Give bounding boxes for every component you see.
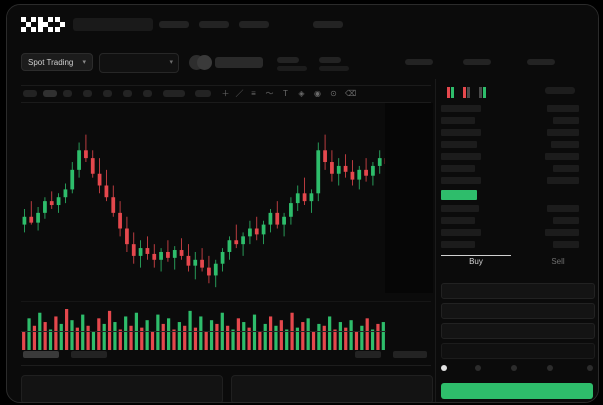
slider-dot-0[interactable]: [441, 365, 447, 371]
nav-item-4[interactable]: [313, 21, 343, 28]
slider-dot-2[interactable]: [511, 365, 517, 371]
order-book-ask-row[interactable]: [441, 177, 481, 184]
order-book-ask-row[interactable]: [441, 117, 475, 124]
order-book-ask-row[interactable]: [441, 129, 481, 136]
stat-item-1: [277, 57, 299, 63]
asks-view-icon[interactable]: [463, 85, 471, 98]
tab-buy[interactable]: Buy: [469, 257, 483, 266]
stat-item-2: [319, 57, 341, 63]
bottom-tabs-divider: [21, 365, 431, 366]
order-type-select[interactable]: [441, 283, 595, 299]
stat-item-2-value: [319, 66, 349, 71]
chevron-down-icon: ▾: [169, 59, 173, 66]
slider-dot-4[interactable]: [587, 365, 593, 371]
pair-selector[interactable]: ▾: [99, 53, 179, 73]
order-book-ask-row[interactable]: [441, 141, 477, 148]
order-book-ask-qty: [545, 153, 579, 160]
chart-toolbar[interactable]: ＋ ／ ≡ 〜 T ◈ ◉ ⊙ ⌫: [21, 85, 431, 103]
lock-icon[interactable]: ⊙: [330, 89, 337, 98]
order-book-bid-row[interactable]: [441, 205, 479, 212]
interval-1m[interactable]: [23, 90, 37, 97]
amount-input[interactable]: [441, 323, 595, 339]
stat-item-3: [405, 59, 433, 65]
order-book-ask-row[interactable]: [441, 153, 481, 160]
order-book-header[interactable]: [441, 85, 581, 99]
order-book-ask-qty: [547, 129, 579, 136]
tab-sell[interactable]: Sell: [551, 257, 565, 266]
order-book-ask-qty: [553, 117, 579, 124]
trendline-icon[interactable]: ／: [235, 89, 244, 98]
order-book-bid-row[interactable]: [441, 217, 475, 224]
crosshair-icon[interactable]: ＋: [221, 89, 230, 98]
submit-buy-button[interactable]: [441, 383, 593, 399]
fib-icon[interactable]: ≡: [251, 89, 256, 98]
volume-chart: [21, 305, 386, 350]
order-book-ask-qty: [553, 165, 579, 172]
candlestick-chart[interactable]: [21, 103, 431, 303]
bids-view-icon[interactable]: [479, 85, 487, 98]
indicator-button[interactable]: [163, 90, 185, 97]
stat-item-1-value: [277, 66, 307, 71]
coin-icon-secondary: [197, 55, 212, 70]
bottom-card-left[interactable]: [21, 375, 223, 402]
order-book-bid-qty: [545, 229, 579, 236]
top-bar: [7, 5, 598, 43]
order-book-bid-row[interactable]: [441, 241, 475, 248]
order-book-ask-qty: [547, 177, 579, 184]
okx-logo-icon[interactable]: [21, 17, 65, 32]
interval-1d[interactable]: [123, 90, 132, 97]
app-window: ▾ Spot Trading ▾ ＋ ／ ≡ 〜 T ◈ ◉ ⊙ ⌫: [6, 4, 599, 403]
stat-item-4: [463, 59, 491, 65]
chart-divider: [21, 301, 431, 302]
brush-icon[interactable]: 〜: [265, 89, 274, 98]
order-book-bid-row[interactable]: [441, 229, 481, 236]
interval-4h[interactable]: [103, 90, 112, 97]
bottom-tab-right-2[interactable]: [393, 351, 427, 358]
interval-5m[interactable]: [43, 90, 57, 97]
order-book-ask-row[interactable]: [441, 165, 475, 172]
pair-name-label: [215, 57, 263, 68]
search-input[interactable]: [73, 18, 153, 31]
spot-trading-label: Spot Trading: [28, 58, 74, 67]
nav-item-3[interactable]: [239, 21, 269, 28]
bottom-tab-right-1[interactable]: [355, 351, 381, 358]
order-book-bid-qty: [553, 217, 579, 224]
interval-1h[interactable]: [83, 90, 92, 97]
sub-bar: [7, 43, 598, 79]
chevron-down-icon: ▾: [82, 59, 86, 66]
interval-more[interactable]: [143, 90, 152, 97]
stat-item-5: [527, 59, 555, 65]
chart-type-button[interactable]: [195, 90, 211, 97]
order-book-bid-qty: [553, 241, 579, 248]
eye-icon[interactable]: ◉: [314, 89, 321, 98]
price-scale-overlay: [385, 103, 433, 293]
slider-dot-3[interactable]: [547, 365, 553, 371]
bottom-tabs[interactable]: [21, 351, 431, 363]
trash-icon[interactable]: ⌫: [345, 89, 357, 98]
order-book-ask-qty: [547, 105, 579, 112]
total-input[interactable]: [441, 343, 595, 359]
price-input[interactable]: [441, 303, 595, 319]
interval-15m[interactable]: [63, 90, 72, 97]
trade-tabs[interactable]: Buy Sell: [441, 257, 593, 275]
order-book-grouping[interactable]: [545, 87, 575, 94]
nav-item-1[interactable]: [159, 21, 189, 28]
trade-tab-underline: [441, 255, 511, 256]
order-book-ask-row[interactable]: [441, 105, 481, 112]
order-book-bid-qty: [547, 205, 579, 212]
order-book-ask-qty: [551, 141, 579, 148]
depth-view-icon[interactable]: [447, 85, 455, 98]
spot-trading-button[interactable]: ▾ Spot Trading: [21, 53, 93, 71]
volume-baseline: [21, 331, 386, 332]
amount-slider[interactable]: [441, 365, 593, 373]
bottom-tab-open-orders[interactable]: [23, 351, 59, 358]
nav-item-2[interactable]: [199, 21, 229, 28]
text-icon[interactable]: T: [283, 89, 288, 98]
bottom-card-right[interactable]: [231, 375, 433, 402]
bottom-tab-order-history[interactable]: [71, 351, 107, 358]
order-book-last-price: [441, 190, 477, 200]
slider-dot-1[interactable]: [475, 365, 481, 371]
magnet-icon[interactable]: ◈: [298, 89, 305, 98]
